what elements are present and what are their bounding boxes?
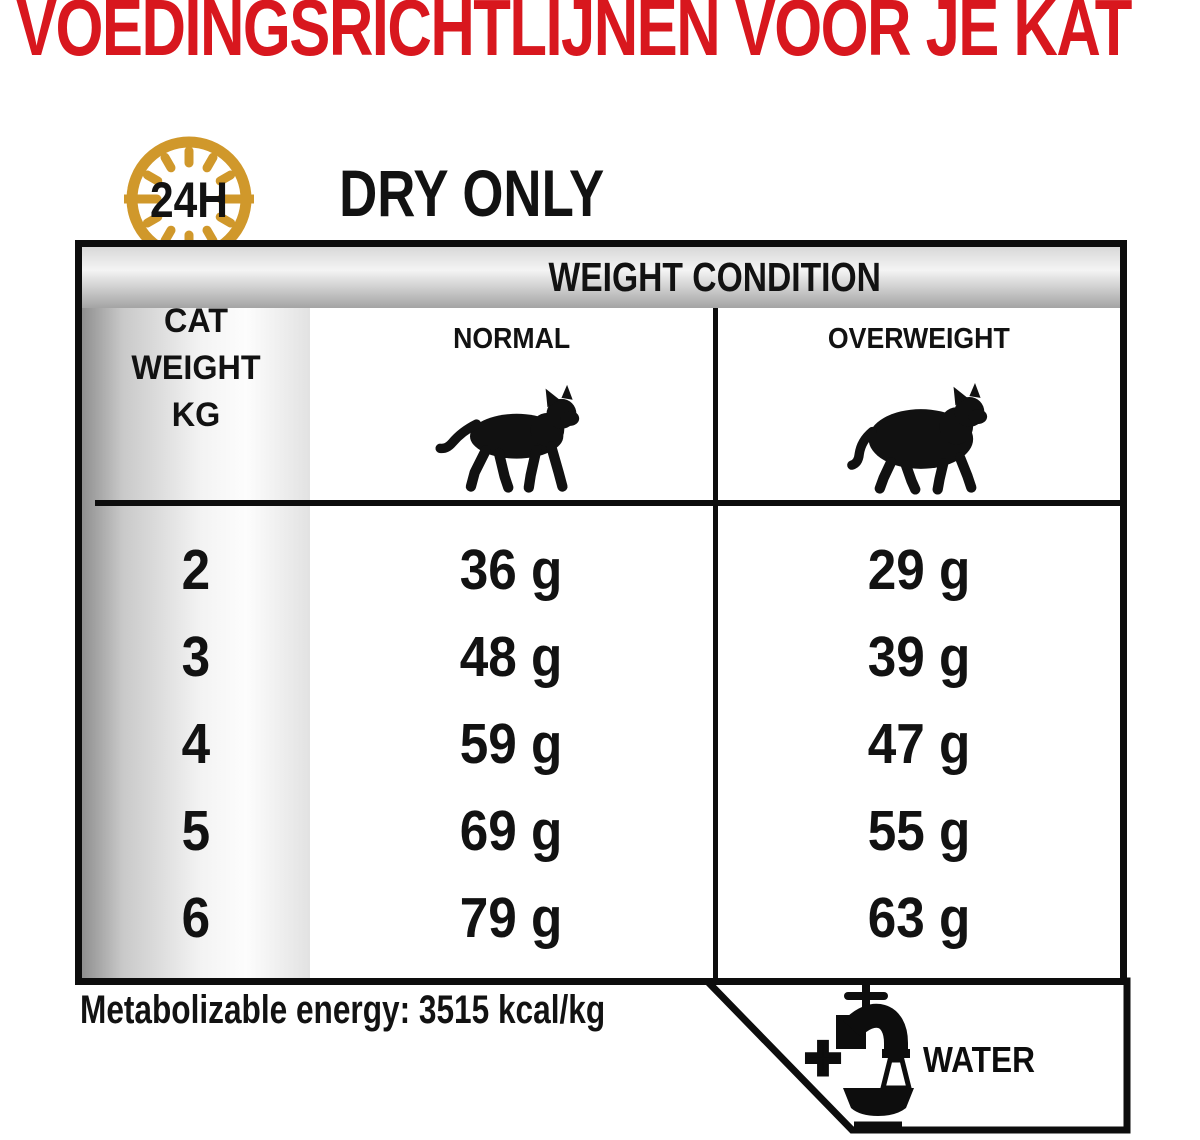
page-title-text: VOEDINGSRICHTLIJNEN VOOR JE KAT <box>16 0 1132 72</box>
faucet-bowl-icon <box>836 981 914 1127</box>
column-header-overweight: OVERWEIGHT <box>828 322 1010 355</box>
weight-condition-header: WEIGHT CONDITION <box>548 254 882 300</box>
water-label: WATER <box>923 1040 1035 1080</box>
page-title: VOEDINGSRICHTLIJNEN VOOR JE KAT <box>16 0 1200 68</box>
value-cell-normal: 79 g <box>460 885 563 950</box>
value-cell-normal: 48 g <box>460 624 563 689</box>
value-cell-overweight: 39 g <box>867 624 971 689</box>
cat-weight-column: CAT WEIGHT KG <box>82 302 310 978</box>
overweight-values-column: 29 g 39 g 47 g 55 g 63 g <box>718 506 1120 978</box>
weight-cell: 2 <box>181 537 211 602</box>
weight-condition-header-strip <box>82 247 1120 308</box>
clock-label: 24H <box>150 172 228 228</box>
feeding-table: WEIGHT CONDITION CAT WEIGHT KG NORMAL OV… <box>75 240 1127 985</box>
cat-overweight-icon <box>718 383 1120 495</box>
normal-values-column: 36 g 48 g 59 g 69 g 79 g <box>310 506 713 978</box>
weight-cell: 3 <box>181 624 211 689</box>
plus-sign: + <box>805 1024 841 1093</box>
column-divider <box>713 308 718 978</box>
weight-cell: 4 <box>181 711 211 776</box>
value-cell-normal: 36 g <box>460 537 563 602</box>
weight-values-column: 2 3 4 5 6 <box>82 506 310 978</box>
value-cell-normal: 59 g <box>460 711 563 776</box>
value-cell-overweight: 47 g <box>867 711 971 776</box>
energy-note: Metabolizable energy: 3515 kcal/kg <box>80 988 606 1032</box>
cat-weight-axis-label: CAT WEIGHT KG <box>131 302 261 434</box>
cat-normal-icon <box>310 383 713 495</box>
weight-cell: 6 <box>181 885 211 950</box>
value-cell-overweight: 63 g <box>867 885 971 950</box>
dry-only-heading: DRY ONLY <box>339 156 605 230</box>
value-cell-overweight: 55 g <box>867 798 971 863</box>
weight-cell: 5 <box>181 798 211 863</box>
value-cell-overweight: 29 g <box>867 537 971 602</box>
clock-24h-icon: 24H <box>124 136 254 262</box>
value-cell-normal: 69 g <box>460 798 563 863</box>
column-header-normal: NORMAL <box>452 322 571 355</box>
water-panel: + WATER <box>698 977 1131 1134</box>
header-divider-line <box>95 500 1120 506</box>
